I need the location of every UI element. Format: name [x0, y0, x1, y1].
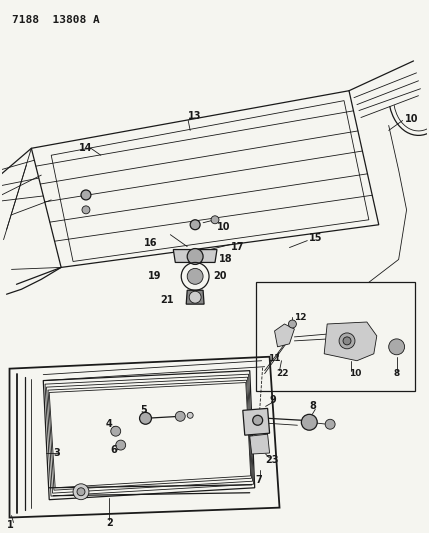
- Circle shape: [253, 415, 263, 425]
- Circle shape: [190, 220, 200, 230]
- Text: 7188  13808 A: 7188 13808 A: [12, 15, 99, 25]
- Text: 10: 10: [217, 222, 230, 232]
- Text: 6: 6: [111, 445, 118, 455]
- Circle shape: [187, 248, 203, 264]
- Text: 15: 15: [309, 232, 323, 243]
- Text: 17: 17: [231, 241, 245, 252]
- Circle shape: [187, 269, 203, 284]
- Text: 22: 22: [277, 369, 289, 378]
- Text: 7: 7: [256, 475, 263, 485]
- Circle shape: [187, 413, 193, 418]
- Text: 3: 3: [53, 448, 60, 458]
- Text: 9: 9: [269, 395, 276, 406]
- Text: 4: 4: [106, 419, 112, 429]
- Text: 11: 11: [268, 354, 280, 363]
- Circle shape: [211, 216, 219, 224]
- Text: 13: 13: [188, 110, 202, 120]
- Polygon shape: [275, 324, 294, 347]
- Polygon shape: [173, 249, 217, 262]
- Circle shape: [81, 190, 91, 200]
- Text: 23: 23: [266, 455, 279, 465]
- Text: 2: 2: [106, 518, 112, 528]
- Text: 8: 8: [309, 401, 316, 411]
- Circle shape: [139, 413, 151, 424]
- Text: 18: 18: [219, 254, 233, 264]
- Circle shape: [288, 320, 296, 328]
- Circle shape: [82, 206, 90, 214]
- Text: 10: 10: [405, 114, 418, 124]
- Polygon shape: [186, 290, 204, 304]
- Circle shape: [301, 414, 317, 430]
- Circle shape: [77, 488, 85, 496]
- Bar: [256, 282, 414, 392]
- Circle shape: [343, 337, 351, 345]
- Text: 8: 8: [394, 369, 400, 378]
- Circle shape: [175, 411, 185, 421]
- Polygon shape: [324, 322, 377, 361]
- Text: 16: 16: [144, 238, 157, 248]
- Text: 5: 5: [141, 406, 147, 415]
- Circle shape: [325, 419, 335, 429]
- Polygon shape: [250, 434, 269, 454]
- Polygon shape: [243, 408, 269, 435]
- Circle shape: [111, 426, 121, 436]
- Text: 21: 21: [160, 295, 174, 305]
- Circle shape: [189, 291, 201, 303]
- Text: 20: 20: [213, 271, 227, 281]
- Text: 10: 10: [349, 369, 361, 378]
- Text: 19: 19: [148, 271, 161, 281]
- Text: 12: 12: [294, 312, 307, 321]
- Text: 14: 14: [79, 143, 93, 154]
- Circle shape: [389, 339, 405, 355]
- Text: 1: 1: [6, 521, 13, 530]
- Circle shape: [73, 484, 89, 500]
- Circle shape: [339, 333, 355, 349]
- Circle shape: [116, 440, 126, 450]
